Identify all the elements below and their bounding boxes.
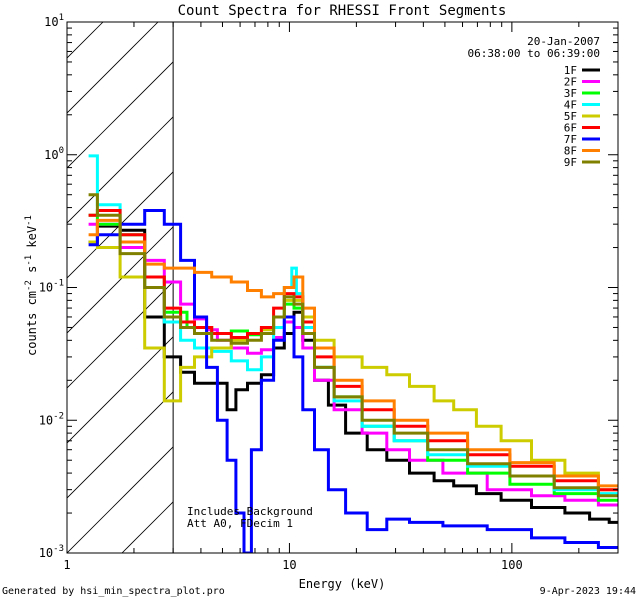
series-layer — [88, 154, 618, 553]
y-tick-label: 10-2 — [39, 411, 64, 427]
y-tick-base: 10 — [39, 413, 53, 427]
y-tick-base: 10 — [39, 281, 53, 295]
y-tick-exponent: -1 — [53, 279, 64, 289]
observation-time-range: 06:38:00 to 06:39:00 — [468, 47, 600, 60]
hatch-line — [397, 0, 640, 553]
hatch-line — [121, 501, 174, 553]
hatch-line — [67, 116, 174, 224]
hatch-line — [67, 226, 174, 334]
y-tick-label: 10-1 — [39, 279, 64, 295]
hatch-line — [67, 22, 104, 59]
legend-label-6F: 6F — [564, 122, 577, 135]
legend-label-4F: 4F — [564, 99, 577, 112]
legend-label-5F: 5F — [564, 110, 577, 123]
y-tick-label: 100 — [44, 146, 64, 162]
hatch-line — [67, 391, 174, 499]
hatch-line — [67, 171, 174, 279]
hatch-line — [67, 22, 159, 114]
y-tick-base: 10 — [39, 546, 53, 560]
x-tick-label: 10 — [282, 558, 296, 572]
hatched-region — [0, 0, 640, 553]
chart-title: Count Spectra for RHESSI Front Segments — [178, 3, 507, 19]
series-line-4F — [88, 154, 618, 496]
hatch-line — [452, 0, 640, 553]
series-line-8F — [88, 218, 618, 488]
y-tick-label: 101 — [44, 13, 64, 29]
series-line-6F — [88, 209, 618, 492]
y-axis-label-text: counts cm — [25, 291, 39, 356]
legend-label-7F: 7F — [564, 133, 577, 146]
y-axis-label: counts cm-2 s-1 keV-1 — [24, 215, 39, 356]
series-line-1F — [88, 224, 618, 524]
x-axis-label: Energy (keV) — [299, 577, 386, 591]
series-line-9F — [88, 193, 618, 498]
y-tick-exponent: 0 — [59, 146, 64, 156]
y-axis-label-mid: s — [25, 266, 39, 280]
axis-ticks — [66, 22, 619, 554]
y-tick-exponent: -3 — [53, 544, 64, 554]
timestamp-footer: 9-Apr-2023 19:44 — [540, 586, 636, 597]
y-tick-base: 10 — [44, 148, 58, 162]
hatch-line — [617, 0, 640, 553]
legend-label-9F: 9F — [564, 156, 577, 169]
x-tick-label: 100 — [501, 558, 523, 572]
legend-label-8F: 8F — [564, 145, 577, 158]
legend-label-2F: 2F — [564, 76, 577, 89]
observation-date: 20-Jan-2007 — [527, 35, 600, 48]
annotation-attenuator: Att A0, FDecim 1 — [187, 517, 293, 530]
y-tick-exponent: 1 — [59, 13, 64, 23]
generated-by-footer: Generated by hsi_min_spectra_plot.pro — [2, 586, 225, 597]
hatch-line — [0, 0, 117, 553]
y-tick-label: 10-3 — [39, 544, 64, 560]
hatch-line — [67, 446, 174, 553]
series-line-7F — [88, 209, 618, 553]
x-tick-labels: 1 10 100 — [63, 558, 522, 572]
hatch-line — [67, 336, 174, 444]
y-tick-exponent: -2 — [53, 411, 64, 421]
y-axis-label-exp1: -2 — [24, 280, 34, 291]
y-axis-label-exp3: -1 — [24, 215, 34, 226]
x-tick-label: 1 — [63, 558, 70, 572]
y-tick-base: 10 — [44, 15, 58, 29]
y-axis-label-exp2: -1 — [24, 255, 34, 266]
y-axis-label-end: keV — [25, 226, 39, 255]
legend-label-1F: 1F — [564, 64, 577, 77]
annotation-background: Includes Background — [187, 505, 313, 518]
legend-label-3F: 3F — [564, 87, 577, 100]
hatch-lines — [0, 0, 640, 553]
